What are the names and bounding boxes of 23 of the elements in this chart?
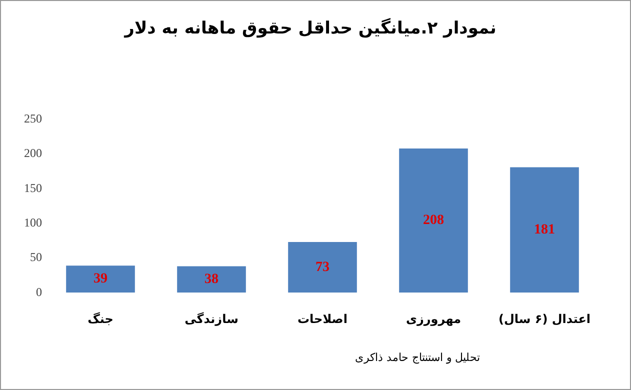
y-tick-label: 150 xyxy=(24,180,42,195)
bar xyxy=(288,242,357,293)
y-tick-label: 250 xyxy=(24,112,42,126)
x-tick-label: مهرورزی xyxy=(406,312,462,326)
y-tick-label: 50 xyxy=(30,250,42,264)
data-label: 181 xyxy=(534,222,555,238)
bar xyxy=(399,148,468,293)
x-tick-label: جنگ xyxy=(88,312,114,326)
y-tick-label: 200 xyxy=(24,146,42,160)
chart-title: نمودار ۲.میانگین حداقل حقوق ماهانه به دلار xyxy=(124,18,496,39)
bar xyxy=(177,266,246,293)
x-tick-label: سازندگی xyxy=(184,312,238,326)
data-label: 39 xyxy=(94,272,108,287)
bar xyxy=(66,266,135,293)
data-label: 208 xyxy=(423,213,444,228)
y-tick-label: 100 xyxy=(24,215,42,230)
data-label: 73 xyxy=(316,260,330,275)
bar xyxy=(510,167,579,293)
data-label: 38 xyxy=(204,272,218,288)
x-tick-label: اصلاحات xyxy=(297,312,348,326)
y-tick-label: 0 xyxy=(36,284,42,299)
x-tick-label: اعتدال (۶ سال) xyxy=(498,312,591,326)
text: تحلیل و استنتاج حامد ذاکری xyxy=(355,351,480,364)
